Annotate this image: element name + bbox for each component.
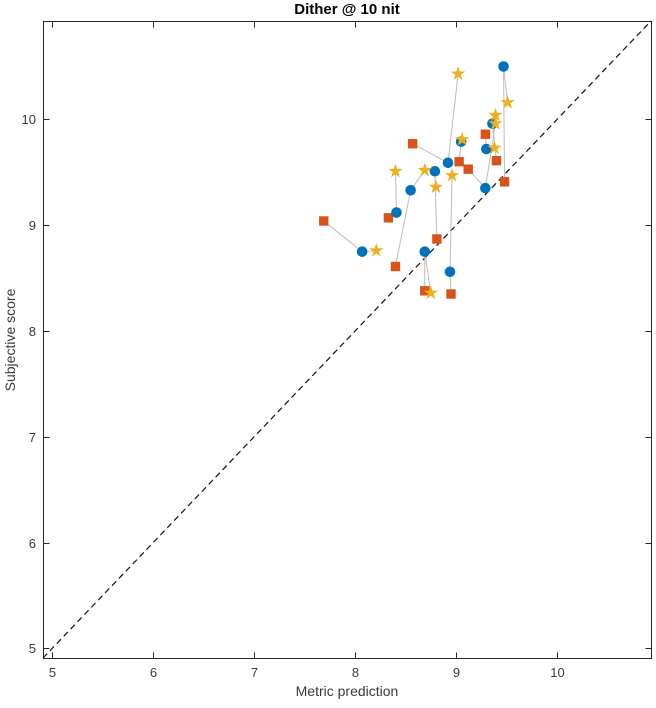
identity-dashed-line (42, 20, 652, 659)
star-marker (428, 179, 444, 194)
y-tick-label: 5 (29, 641, 36, 656)
circle-marker (498, 61, 509, 72)
circle-star-link (484, 123, 496, 189)
circle-square-link (323, 220, 363, 253)
square-marker (432, 234, 442, 244)
y-tick-label: 6 (29, 536, 36, 551)
x-tick-label: 6 (150, 665, 157, 680)
star-marker (450, 66, 466, 81)
square-marker (446, 289, 456, 299)
circle-square-link (412, 143, 449, 164)
circle-star-link (424, 251, 432, 294)
circle-marker (356, 246, 368, 257)
star-marker (487, 140, 502, 155)
axes-layer: 5 6 7 8 9 10 5 6 7 8 9 10 (22, 21, 652, 680)
star-marker (500, 94, 515, 109)
circle-star-link (394, 171, 397, 213)
y-tick-label: 8 (29, 324, 36, 339)
square-marker (499, 177, 510, 187)
circle-square-link (394, 190, 412, 267)
chart-title: Dither @ 10 nit (294, 1, 399, 18)
marker-layer (319, 61, 515, 300)
circle-star-link (503, 66, 509, 103)
circle-marker (405, 185, 416, 196)
circle-marker (444, 266, 456, 278)
x-tick-label: 7 (251, 665, 258, 680)
y-tick-label: 9 (29, 218, 36, 233)
y-tick-label: 7 (29, 430, 36, 445)
connector-line-layer (323, 66, 509, 295)
star-marker (388, 163, 403, 178)
circle-marker (442, 157, 454, 169)
star-marker (369, 243, 384, 257)
circle-marker (419, 246, 431, 257)
square-marker (383, 213, 394, 223)
star-marker (488, 107, 503, 122)
circle-star-link (447, 73, 459, 163)
square-marker (407, 139, 418, 149)
star-marker (454, 131, 470, 146)
x-tick-label: 10 (550, 665, 564, 680)
square-marker (319, 216, 329, 226)
plot-box (43, 21, 652, 659)
y-tick-label: 10 (22, 112, 36, 127)
square-marker (390, 261, 401, 272)
x-axis-label: Metric prediction (296, 683, 399, 699)
circle-star-link (449, 175, 453, 272)
star-marker (488, 116, 503, 130)
circle-square-link (503, 66, 506, 182)
circle-marker (481, 143, 492, 155)
star-marker (444, 167, 460, 182)
x-tick-label: 8 (352, 665, 359, 680)
square-marker (480, 129, 491, 139)
square-marker (463, 164, 473, 174)
star-marker (423, 285, 439, 300)
star-marker (417, 162, 432, 177)
y-axis-label: Subjective score (2, 288, 18, 391)
identity-line-layer (42, 20, 652, 659)
square-marker (491, 155, 502, 166)
circle-marker (429, 165, 441, 177)
x-tick-label: 5 (49, 665, 56, 680)
text-layer: Dither @ 10 nit Metric prediction Subjec… (2, 1, 400, 699)
square-marker (454, 157, 464, 167)
circle-marker (391, 207, 402, 218)
x-tick-label: 9 (453, 665, 460, 680)
circle-marker (480, 182, 491, 194)
